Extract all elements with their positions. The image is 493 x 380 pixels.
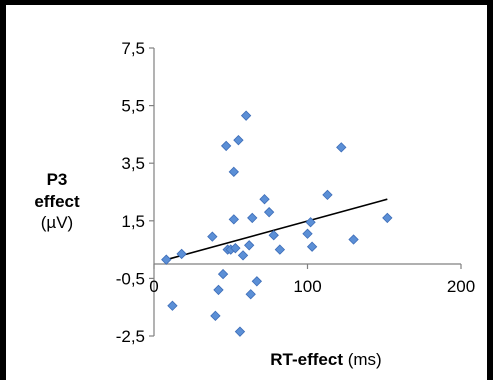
x-tick-label: 200: [447, 277, 475, 296]
y-axis-label-line-3: (µV): [41, 213, 73, 232]
trendline-group: [166, 198, 388, 261]
data-point: [213, 284, 224, 296]
x-tick-label: 100: [293, 277, 321, 296]
x-axis-label: RT-effect (ms): [270, 350, 381, 369]
data-point: [336, 142, 347, 153]
data-point: [217, 268, 229, 280]
data-point: [161, 254, 172, 265]
y-axis-label-line-1: P3: [47, 170, 68, 189]
data-point: [244, 240, 255, 251]
y-tick-label: 5,5: [121, 97, 145, 116]
y-tick-labels: 7,5 5,5 3,5 1,5 -0,5 -2,5: [116, 39, 145, 346]
x-tick-label: 0: [149, 277, 158, 296]
y-tick-label: 7,5: [121, 39, 145, 58]
data-point: [220, 140, 232, 152]
axes: [149, 47, 462, 337]
y-axis-label-line-2: effect: [34, 192, 80, 211]
data-point: [228, 214, 239, 225]
data-point: [259, 194, 270, 205]
data-point: [305, 217, 316, 228]
data-point: [234, 326, 246, 337]
x-axis-label-main: RT-effect: [270, 350, 343, 369]
data-point: [245, 289, 256, 300]
y-tick-label: -2,5: [116, 327, 145, 346]
chart-frame: 7,5 5,5 3,5 1,5 -0,5 -2,5 0 100 200 P3 effect (…: [6, 5, 487, 380]
data-point: [167, 300, 178, 311]
data-point: [240, 110, 252, 121]
x-axis-label-unit: (ms): [348, 350, 382, 369]
trendline: [166, 198, 388, 261]
data-point: [302, 228, 313, 239]
data-points: [161, 110, 393, 337]
data-point: [263, 206, 275, 218]
data-point: [348, 234, 359, 245]
data-point: [382, 212, 393, 224]
y-tick-label: 1,5: [121, 212, 145, 231]
data-point: [230, 242, 241, 254]
data-point: [228, 166, 239, 178]
data-point: [247, 212, 258, 224]
data-point: [251, 276, 263, 287]
scatter-chart: 7,5 5,5 3,5 1,5 -0,5 -2,5 0 100 200 P3 effect (…: [34, 39, 475, 369]
data-point: [306, 241, 318, 252]
y-tick-label: 3,5: [121, 154, 145, 173]
data-point: [237, 250, 249, 261]
data-point: [176, 248, 187, 260]
data-point: [207, 231, 218, 242]
data-point: [268, 230, 279, 241]
x-tick-labels: 0 100 200: [149, 277, 475, 296]
data-point: [233, 134, 244, 146]
y-tick-label: -0,5: [116, 269, 145, 288]
data-point: [274, 244, 286, 255]
data-point: [210, 310, 221, 322]
data-point: [322, 189, 333, 201]
